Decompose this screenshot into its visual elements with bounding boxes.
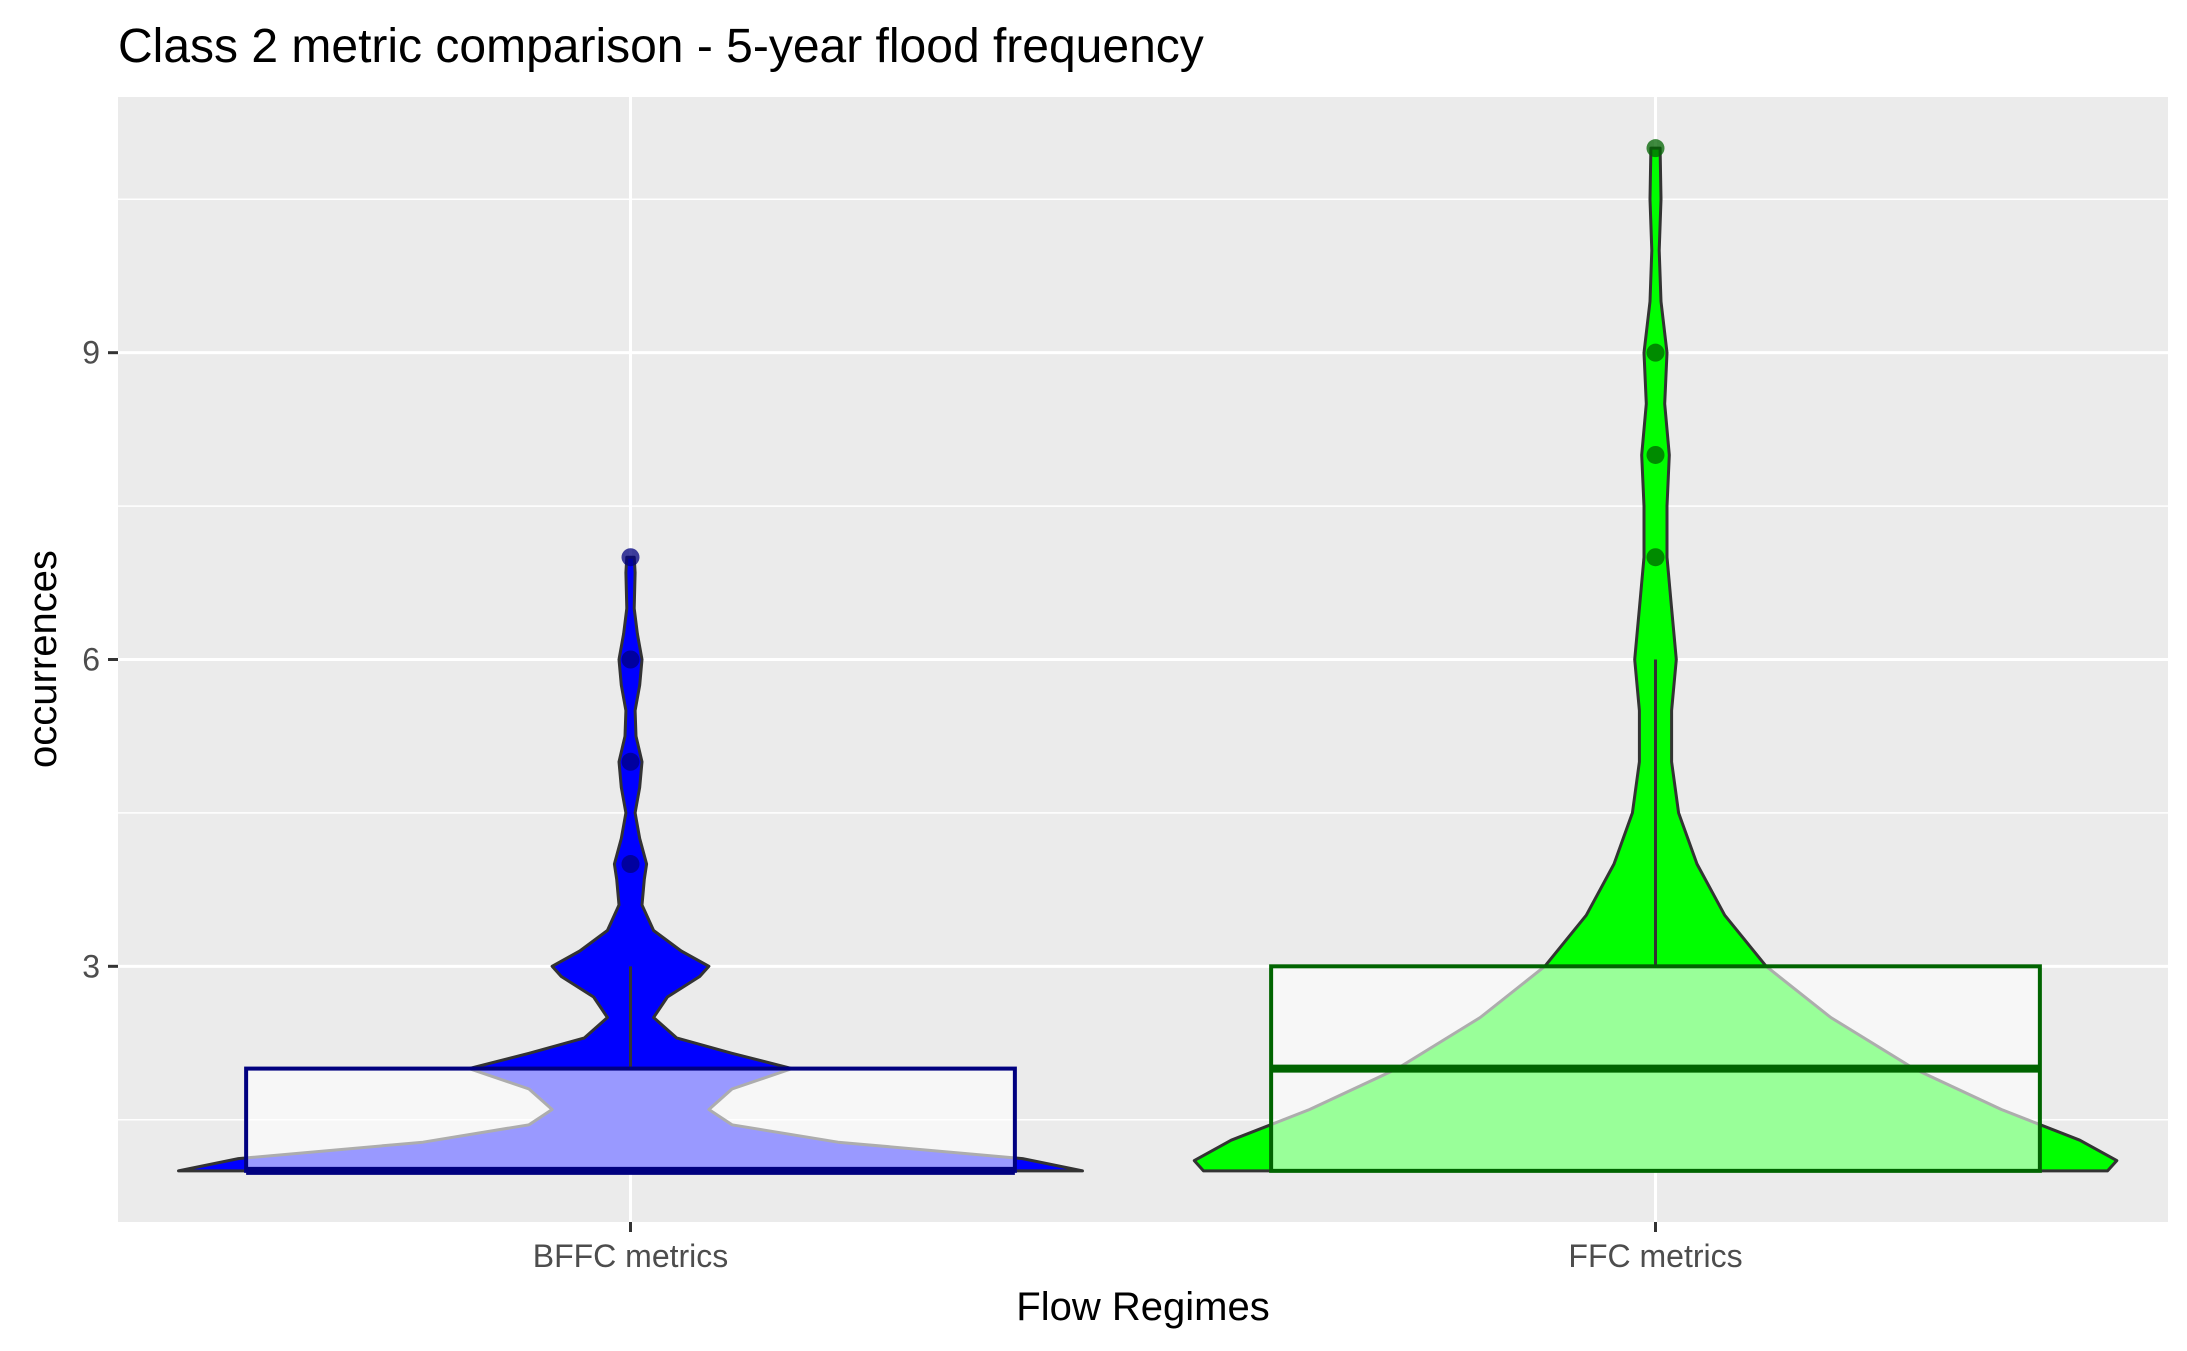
outlier-point (621, 752, 640, 771)
outlier-point (621, 855, 640, 874)
y-tick-label: 9 (82, 335, 100, 371)
outlier-points (621, 139, 1665, 874)
outlier-point (1646, 445, 1665, 464)
outlier-point (1646, 139, 1665, 158)
chart-title: Class 2 metric comparison - 5-year flood… (118, 20, 1204, 73)
outlier-point (1646, 343, 1665, 362)
x-tick-label: BFFC metrics (533, 1238, 729, 1274)
outlier-point (621, 650, 640, 669)
outlier-point (1646, 548, 1665, 567)
box-iqr (244, 1066, 1017, 1173)
x-axis-title: Flow Regimes (1016, 1285, 1269, 1329)
axes: 3 6 9 BFFC metrics FFC metrics (82, 335, 1742, 1274)
x-tick-label: FFC metrics (1568, 1238, 1742, 1274)
outlier-point (621, 548, 640, 567)
y-tick-label: 6 (82, 642, 100, 678)
boxplots (244, 659, 2042, 1175)
y-tick-label: 3 (82, 948, 100, 984)
y-axis-title: occurrences (21, 550, 65, 768)
